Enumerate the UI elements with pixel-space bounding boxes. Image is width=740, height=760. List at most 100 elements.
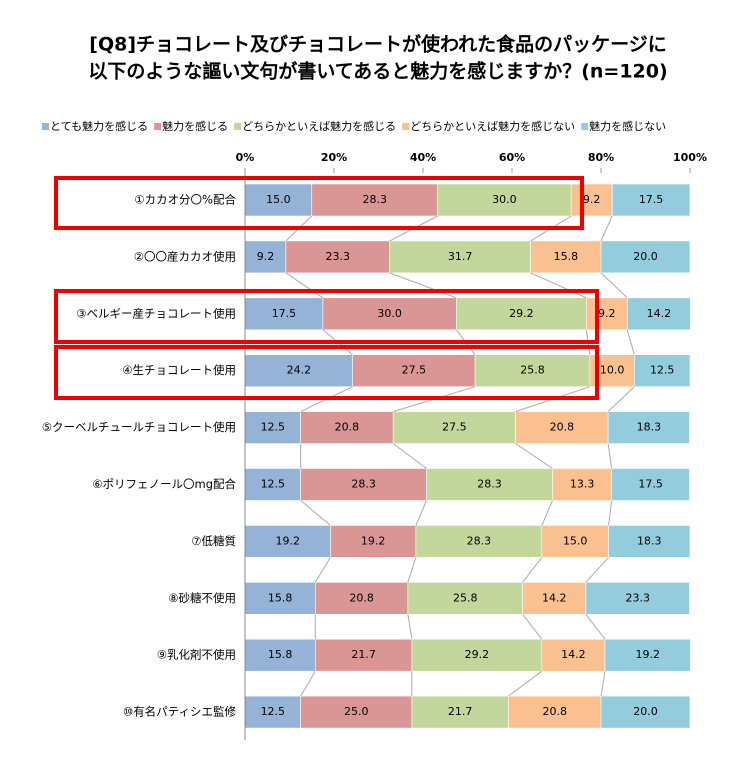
value-label: 17.5 <box>639 193 664 206</box>
bar-segment <box>411 638 543 672</box>
bar-segment <box>244 638 316 672</box>
value-label: 28.3 <box>477 478 502 491</box>
value-label: 28.3 <box>362 193 387 206</box>
connector-line <box>530 272 587 299</box>
value-label: 25.8 <box>453 591 478 604</box>
connector-line <box>522 557 543 583</box>
value-label: 19.2 <box>635 648 660 661</box>
highlight-boxes <box>54 176 599 400</box>
x-tick-label: 80% <box>588 151 614 164</box>
category-label: ⑦低糖質 <box>191 534 236 548</box>
category-label: ③ベルギー産チョコレート使用 <box>76 306 236 320</box>
x-tick-label: 60% <box>499 151 525 164</box>
bar-segment <box>474 354 591 388</box>
connector-line <box>300 500 331 526</box>
value-label: 10.0 <box>600 364 625 377</box>
bar-segment <box>244 468 301 501</box>
connector-line <box>300 670 316 697</box>
value-label: 15.0 <box>563 534 588 547</box>
value-label: 20.8 <box>335 421 360 434</box>
value-label: 20.8 <box>550 421 575 434</box>
bar-segment <box>300 695 413 729</box>
bar-segment <box>315 638 413 672</box>
value-label: 9.2 <box>598 307 616 320</box>
value-label: 20.8 <box>349 591 374 604</box>
value-label: 25.0 <box>344 705 369 718</box>
value-label: 20.8 <box>542 705 567 718</box>
plot: とても魅力を感じる 魅力を感じる どちらかといえば魅力を感じる どちらかといえば魅力を… <box>42 119 707 741</box>
value-label: 9.2 <box>257 250 275 263</box>
value-label: 17.5 <box>638 478 663 491</box>
value-label: 9.2 <box>583 193 601 206</box>
legend-label: どちらかといえば魅力を感じる <box>242 119 396 133</box>
category-label: ①カカオ分〇%配合 <box>134 193 236 207</box>
bar-segment <box>415 525 543 558</box>
value-label: 29.2 <box>509 307 534 320</box>
bar-segment <box>244 525 331 558</box>
bar-segment <box>392 411 516 444</box>
legend-swatch <box>42 123 49 130</box>
connector-line <box>541 500 553 526</box>
bar-segment <box>244 240 287 274</box>
value-label: 19.2 <box>361 534 386 547</box>
connector-line <box>600 272 628 299</box>
value-label: 28.3 <box>467 534 492 547</box>
bar-segment <box>608 525 691 558</box>
bar-segment <box>244 183 313 217</box>
connector-line <box>515 443 553 469</box>
connector-line <box>407 614 413 640</box>
bar-segment <box>330 525 417 558</box>
value-label: 12.5 <box>261 705 286 718</box>
value-label: 12.5 <box>261 478 286 491</box>
bar-segment <box>611 183 691 217</box>
value-label: 21.7 <box>351 648 376 661</box>
value-label: 19.2 <box>275 534 300 547</box>
value-label: 30.0 <box>492 193 517 206</box>
value-label: 30.0 <box>377 307 402 320</box>
connector-line <box>508 670 543 697</box>
highlight-box <box>54 289 599 344</box>
connector-line <box>608 500 613 526</box>
bar-segment <box>585 581 690 615</box>
bar-segment <box>426 468 553 501</box>
connector-line <box>585 557 609 583</box>
bar-segment <box>244 297 324 331</box>
value-label: 12.5 <box>650 364 675 377</box>
connector-line <box>607 443 613 469</box>
connector-line <box>392 443 427 469</box>
bar-segment <box>552 468 612 501</box>
bar-segment <box>244 581 316 615</box>
value-label: 15.8 <box>268 648 293 661</box>
category-label: ⑩有名パティシエ監修 <box>123 705 237 719</box>
bar-segment <box>604 638 691 672</box>
bar-segment <box>244 695 301 729</box>
bar-segment <box>530 240 602 274</box>
value-label: 23.3 <box>326 250 351 263</box>
legend-swatch <box>154 123 162 130</box>
value-label: 14.2 <box>542 591 567 604</box>
bar-segment <box>611 468 690 501</box>
connector-line <box>585 613 606 640</box>
legend-label: どちらかといえば魅力を感じない <box>410 119 575 133</box>
highlight-box <box>54 345 599 400</box>
category-label: ⑥ポリフェノール〇mg配合 <box>92 477 236 491</box>
connector-line <box>407 557 417 583</box>
category-label: ⑤クーベルチュールチョコレート使用 <box>42 420 236 434</box>
value-label: 15.8 <box>268 591 293 604</box>
highlight-box <box>54 176 584 230</box>
bar-segment <box>586 297 628 331</box>
legend-swatch <box>581 123 589 130</box>
x-tick-label: 20% <box>321 151 347 164</box>
bar-segment <box>322 297 457 331</box>
legend-label: 魅力を感じる <box>162 119 228 133</box>
chart-title: [Q8]チョコレート及びチョコレートが使われた食品のパッケージに <box>89 33 666 56</box>
x-tick-label: 100% <box>673 151 707 164</box>
bar-segment <box>607 411 690 444</box>
value-label: 18.3 <box>637 534 662 547</box>
category-label: ⑧砂糖不使用 <box>168 591 236 605</box>
bar-segment <box>244 411 301 444</box>
connector-line <box>626 329 635 355</box>
bar-segment <box>626 297 691 331</box>
connector-line <box>607 386 635 412</box>
connector-line <box>389 272 457 299</box>
